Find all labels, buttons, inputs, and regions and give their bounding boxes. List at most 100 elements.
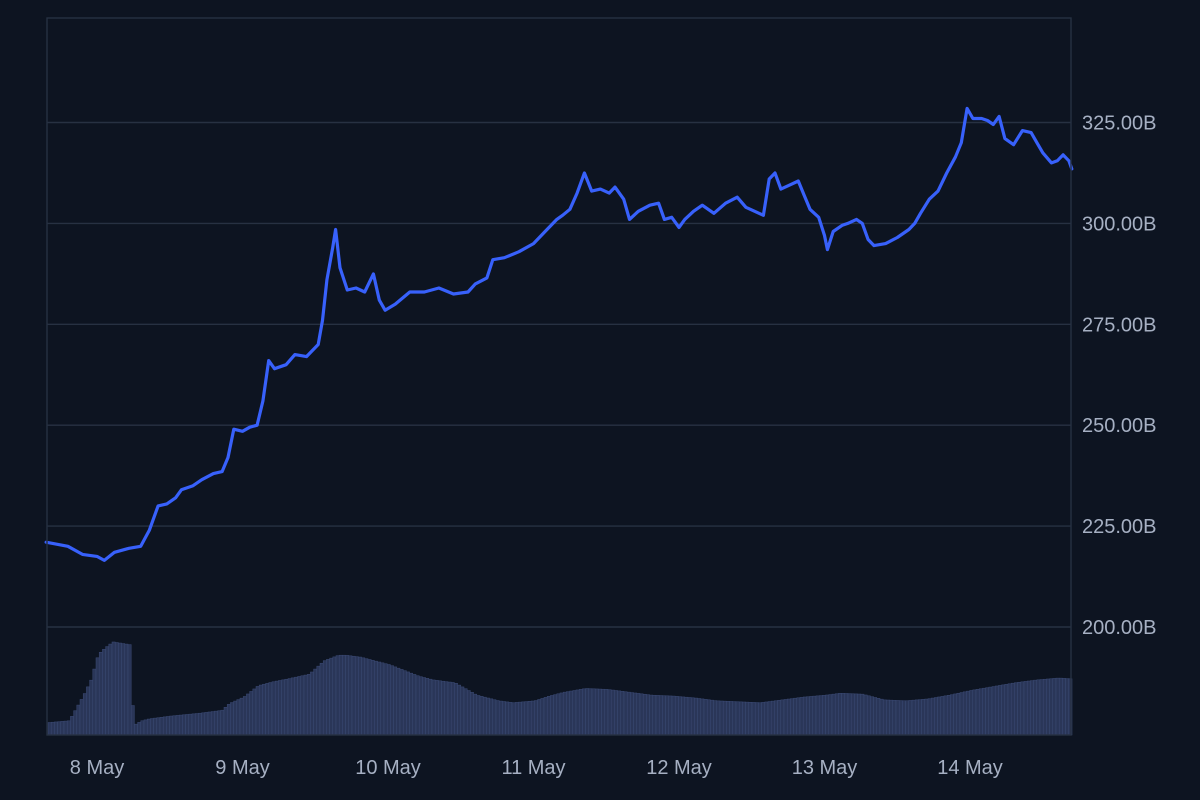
volume-bar — [220, 709, 225, 736]
volume-bar — [66, 720, 71, 736]
volume-bar — [268, 682, 273, 736]
volume-bar — [598, 688, 602, 736]
volume-bar — [505, 701, 510, 736]
volume-bar — [182, 714, 186, 736]
volume-bar — [550, 695, 554, 736]
volume-bar — [265, 683, 270, 736]
volume-bar — [476, 695, 481, 736]
volume-bar — [684, 696, 689, 736]
volume-bar — [735, 701, 740, 736]
volume-bar — [402, 670, 407, 736]
volume-bar — [758, 702, 762, 736]
volume-bar — [914, 699, 919, 736]
volume-bar — [482, 696, 487, 736]
volume-bar — [396, 667, 401, 736]
volume-bar — [1052, 678, 1057, 736]
volume-bar — [377, 661, 382, 736]
volume-bar — [607, 689, 612, 736]
volume-bar — [380, 662, 385, 736]
volume-bar — [764, 701, 769, 736]
volume-bar — [671, 695, 676, 736]
volume-bar — [898, 700, 903, 736]
volume-bar — [751, 702, 756, 736]
volume-bar — [217, 710, 222, 736]
volume-bar — [82, 693, 87, 736]
volume-bar — [1033, 679, 1038, 736]
volume-bar — [1058, 677, 1063, 736]
volume-bar — [50, 721, 55, 736]
volume-bar — [383, 663, 388, 736]
volume-bar — [652, 694, 657, 736]
volume-bar — [982, 687, 986, 736]
volume-bar — [236, 699, 241, 736]
volume-bar — [102, 649, 106, 736]
volume-bar — [738, 701, 743, 736]
volume-bar — [594, 688, 599, 736]
volume-bar — [300, 675, 305, 736]
volume-bar — [828, 694, 833, 736]
volume-bar — [223, 707, 228, 736]
volume-bar — [665, 695, 670, 736]
volume-bar — [114, 642, 119, 736]
volume-bar — [70, 716, 74, 736]
volume-bar — [716, 700, 721, 736]
volume-bar — [895, 700, 900, 736]
volume-bar — [73, 710, 78, 736]
volume-bar — [1055, 677, 1060, 736]
volume-bar — [246, 693, 250, 736]
volume-bar — [454, 683, 458, 736]
volume-bar — [150, 718, 154, 736]
volume-bar — [361, 657, 366, 736]
volume-bar — [274, 680, 279, 736]
volume-bar — [556, 693, 561, 736]
volume-bar — [937, 696, 942, 736]
volume-bar — [639, 693, 644, 736]
volume-bar — [578, 689, 583, 736]
y-tick-label: 225.00B — [1082, 516, 1157, 538]
volume-bar — [386, 664, 391, 736]
volume-bar — [431, 679, 436, 736]
volume-bar — [345, 655, 350, 736]
volume-bar — [604, 689, 609, 736]
volume-bar — [668, 695, 673, 736]
volume-bar — [47, 722, 52, 736]
volume-bar — [866, 695, 871, 736]
volume-bar — [425, 678, 430, 736]
volume-bar — [870, 696, 874, 736]
volume-bar — [105, 646, 110, 736]
volume-bar — [588, 688, 593, 736]
volume-bar — [191, 713, 196, 736]
volume-bar — [156, 717, 161, 736]
volume-bar — [271, 681, 276, 736]
volume-bar — [348, 655, 353, 736]
volume-bar — [988, 686, 993, 736]
x-tick-label: 12 May — [646, 757, 712, 779]
volume-bar — [210, 711, 215, 736]
volume-bar — [649, 694, 654, 736]
volume-bar — [959, 692, 964, 736]
volume-bar — [889, 699, 894, 736]
volume-bar — [994, 685, 999, 736]
volume-bar — [742, 701, 746, 736]
volume-bar — [722, 700, 727, 736]
volume-bar — [319, 662, 324, 736]
volume-bar — [310, 671, 314, 736]
volume-bar — [546, 696, 551, 736]
volume-bar — [441, 680, 446, 736]
x-axis-tick-labels: 8 May 9 May 10 May 11 May 12 May 13 May 14 May — [70, 757, 1003, 779]
volume-bar — [473, 693, 478, 736]
volume-bar — [166, 716, 170, 736]
volume-bar — [783, 699, 788, 736]
volume-bar — [495, 700, 500, 736]
volume-bar — [697, 698, 702, 736]
volume-bar — [134, 723, 138, 736]
volume-bar — [841, 693, 846, 736]
y-tick-label: 250.00B — [1082, 415, 1157, 437]
volume-bar — [908, 700, 913, 736]
volume-bar — [463, 688, 468, 736]
volume-bar — [876, 698, 881, 736]
volume-bar — [678, 696, 682, 736]
volume-bar — [111, 641, 116, 736]
volume-bar — [518, 701, 522, 736]
volume-bar — [508, 702, 513, 736]
